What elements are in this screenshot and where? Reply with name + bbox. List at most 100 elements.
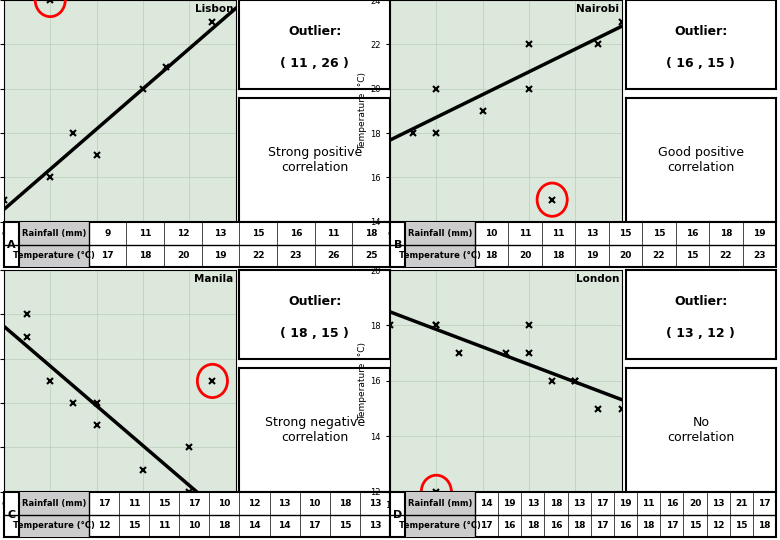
Text: 15: 15 [653, 229, 665, 238]
Text: 18: 18 [758, 522, 771, 530]
Text: 17: 17 [480, 522, 493, 530]
Text: 17: 17 [98, 499, 110, 508]
Text: 18: 18 [573, 522, 586, 530]
Text: 11: 11 [139, 229, 151, 238]
Text: 11: 11 [643, 499, 655, 508]
Text: ( 11 , 26 ): ( 11 , 26 ) [280, 57, 349, 70]
Text: 17: 17 [308, 522, 321, 530]
Text: 20: 20 [519, 252, 531, 260]
Text: 18: 18 [552, 252, 565, 260]
Text: 18: 18 [550, 499, 562, 508]
Text: 13: 13 [526, 499, 539, 508]
Text: 15: 15 [619, 229, 632, 238]
Text: Temperature (°C): Temperature (°C) [399, 252, 481, 260]
Y-axis label: Temperature (°C): Temperature (°C) [359, 72, 367, 150]
Text: 22: 22 [252, 252, 264, 260]
Text: Manila: Manila [194, 274, 233, 285]
Text: 12: 12 [98, 522, 110, 530]
Text: 18: 18 [218, 522, 231, 530]
Text: 14: 14 [248, 522, 261, 530]
Text: 11: 11 [128, 499, 140, 508]
Text: 23: 23 [289, 252, 302, 260]
Text: 17: 17 [665, 522, 678, 530]
Text: 15: 15 [735, 522, 747, 530]
Text: Outlier:: Outlier: [288, 24, 342, 38]
Text: A: A [7, 240, 16, 249]
Text: 18: 18 [339, 499, 351, 508]
Text: 22: 22 [653, 252, 665, 260]
Text: 12: 12 [248, 499, 261, 508]
Text: 10: 10 [309, 499, 321, 508]
Text: 22: 22 [720, 252, 732, 260]
X-axis label: Rainfall (mm): Rainfall (mm) [89, 512, 151, 522]
Text: 18: 18 [139, 252, 151, 260]
Text: Outlier:: Outlier: [288, 294, 342, 308]
Text: 16: 16 [289, 229, 302, 238]
X-axis label: Rainfall (mm): Rainfall (mm) [475, 242, 537, 252]
Text: Strong positive
correlation: Strong positive correlation [268, 146, 362, 174]
Text: 10: 10 [218, 499, 231, 508]
Text: 12: 12 [177, 229, 190, 238]
X-axis label: Rainfall (mm): Rainfall (mm) [475, 512, 537, 522]
Text: 16: 16 [686, 229, 699, 238]
Text: Rainfall (mm): Rainfall (mm) [22, 229, 87, 238]
Text: 15: 15 [252, 229, 264, 238]
Text: 11: 11 [158, 522, 170, 530]
Text: B: B [394, 240, 402, 249]
Text: C: C [8, 510, 16, 519]
Text: 16: 16 [503, 522, 516, 530]
Text: Rainfall (mm): Rainfall (mm) [408, 499, 473, 508]
Text: 13: 13 [573, 499, 586, 508]
Text: 19: 19 [753, 229, 766, 238]
Bar [20, 492, 89, 515]
Text: 16: 16 [665, 499, 678, 508]
Text: 20: 20 [689, 499, 701, 508]
Text: Good positive
correlation: Good positive correlation [658, 146, 744, 174]
Text: 15: 15 [339, 522, 351, 530]
Text: 26: 26 [328, 252, 340, 260]
Text: ( 16 , 15 ): ( 16 , 15 ) [666, 57, 736, 70]
Bar [406, 245, 475, 267]
Text: 14: 14 [278, 522, 291, 530]
Text: No
correlation: No correlation [667, 416, 735, 444]
Text: 10: 10 [485, 229, 498, 238]
FancyBboxPatch shape [4, 492, 390, 537]
Bar [20, 245, 89, 267]
Text: Strong negative
correlation: Strong negative correlation [264, 416, 365, 444]
Text: Rainfall (mm): Rainfall (mm) [22, 499, 87, 508]
Text: London: London [576, 274, 619, 285]
Text: 16: 16 [619, 522, 632, 530]
Text: Nairobi: Nairobi [576, 4, 619, 15]
Text: 15: 15 [689, 522, 701, 530]
Bar [406, 222, 475, 245]
Text: Temperature (°C): Temperature (°C) [13, 252, 95, 260]
Text: 17: 17 [596, 499, 608, 508]
Text: 23: 23 [753, 252, 766, 260]
Text: 20: 20 [619, 252, 632, 260]
Text: D: D [393, 510, 402, 519]
Bar [20, 222, 89, 245]
Text: 19: 19 [215, 252, 227, 260]
Text: 21: 21 [735, 499, 747, 508]
Text: 17: 17 [188, 499, 200, 508]
Text: 13: 13 [278, 499, 291, 508]
Text: Temperature (°C): Temperature (°C) [13, 522, 95, 530]
Text: Outlier:: Outlier: [674, 24, 728, 38]
Bar [406, 492, 475, 515]
FancyBboxPatch shape [390, 492, 776, 537]
Text: Lisbon: Lisbon [195, 4, 233, 15]
Text: 13: 13 [215, 229, 227, 238]
X-axis label: Rainfall (mm): Rainfall (mm) [89, 242, 151, 252]
Text: 9: 9 [105, 229, 111, 238]
Text: 18: 18 [643, 522, 655, 530]
Text: 25: 25 [365, 252, 378, 260]
Text: 18: 18 [365, 229, 378, 238]
Text: 17: 17 [758, 499, 771, 508]
Text: 16: 16 [550, 522, 562, 530]
Text: 17: 17 [101, 252, 114, 260]
Text: Outlier:: Outlier: [674, 294, 728, 308]
Text: 13: 13 [586, 229, 598, 238]
Text: 15: 15 [158, 499, 170, 508]
Text: 15: 15 [128, 522, 140, 530]
Text: ( 13 , 12 ): ( 13 , 12 ) [666, 327, 736, 340]
